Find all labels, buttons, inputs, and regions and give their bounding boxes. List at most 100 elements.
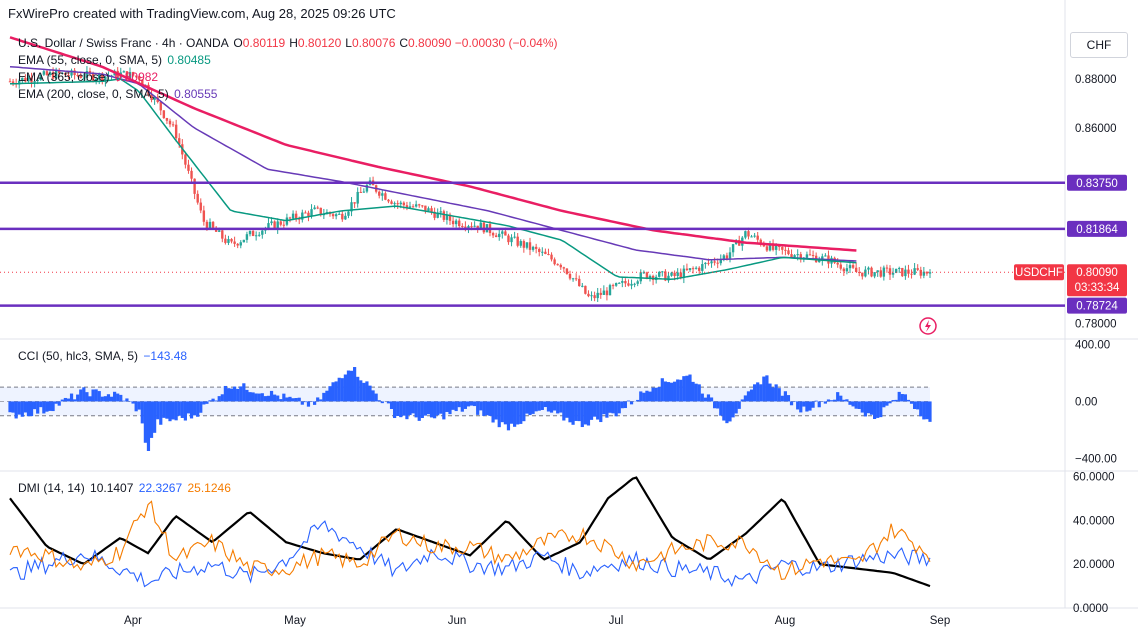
candle-body [762, 244, 766, 247]
level-tag [1067, 174, 1127, 191]
cci-bar [703, 397, 707, 402]
ema365-legend[interactable]: EMA (365, close) 0.80982 [18, 70, 158, 84]
cci-bar [673, 381, 677, 402]
candle-body [347, 211, 350, 216]
candle-body [713, 261, 716, 263]
cci-bar [36, 401, 40, 414]
candle-body [387, 199, 390, 202]
cci-bar [273, 394, 277, 402]
candle-body [611, 285, 615, 287]
candle-body [550, 254, 553, 260]
candle-body [393, 203, 396, 205]
cci-bar [768, 383, 772, 402]
cci-bar [829, 400, 834, 402]
candle-body [85, 71, 89, 78]
symbol-label[interactable]: U.S. Dollar / Swiss Franc · 4h · OANDA [18, 36, 229, 50]
cci-bar [740, 399, 744, 402]
candle-body [402, 202, 406, 206]
candle-body [378, 191, 381, 196]
candle-body [614, 283, 618, 286]
candle-body [608, 285, 612, 296]
candle-body [894, 268, 898, 273]
cci-bar [623, 401, 627, 409]
dmi-tick-label: 0.0000 [1073, 603, 1108, 615]
cci-bar [266, 395, 271, 402]
candle-body [845, 268, 849, 272]
cci-bar [8, 401, 12, 413]
candle-body [547, 254, 550, 256]
ema55-legend[interactable]: EMA (55, close, 0, SMA, 5) 0.80485 [18, 53, 211, 67]
cci-bar [146, 401, 151, 451]
candle-body [141, 79, 144, 86]
candle-body [627, 283, 630, 286]
cci-bar [156, 401, 160, 420]
minus-di-line [9, 500, 931, 581]
cci-bar [688, 374, 692, 402]
candle-body [122, 71, 126, 73]
candle-body [667, 275, 670, 281]
candle-body [190, 170, 193, 179]
cci-legend[interactable]: CCI (50, hlc3, SMA, 5) −143.48 [18, 349, 187, 363]
candle-body [267, 223, 270, 229]
price-tick-label: 0.78000 [1075, 318, 1117, 330]
candle-body [907, 269, 910, 274]
cci-bar [873, 401, 877, 419]
candle-body [525, 242, 529, 248]
candle-body [744, 231, 747, 238]
candle-body [467, 226, 470, 228]
cci-bar [285, 397, 289, 402]
candle-body [338, 213, 341, 215]
cci-tick-label: 400.00 [1075, 339, 1110, 351]
cci-bar [186, 401, 191, 414]
currency-button[interactable]: CHF [1070, 32, 1128, 58]
price-tick-label: 0.86000 [1075, 123, 1117, 135]
cci-bar [116, 393, 120, 402]
cci-bar [602, 401, 606, 415]
cci-bar [223, 385, 227, 402]
cci-bar [402, 401, 406, 416]
candle-body [221, 230, 224, 239]
ema365-line [9, 36, 857, 252]
candle-body [793, 255, 796, 258]
cci-bar [79, 389, 83, 402]
candle-body [359, 191, 362, 193]
cci-bar [491, 401, 495, 423]
cci-bar [469, 401, 474, 406]
cci-bar [211, 398, 215, 402]
cci-bar [916, 401, 920, 410]
cci-bar [639, 391, 643, 402]
candle-body [399, 202, 402, 205]
cci-bar [140, 401, 144, 424]
candle-body [334, 214, 338, 217]
candle-body [919, 269, 922, 276]
cci-bar [377, 400, 381, 402]
candle-body [701, 264, 704, 271]
cci-bar [546, 401, 551, 412]
candle-body [796, 254, 799, 256]
cci-bar [713, 401, 717, 409]
cci-bar [233, 386, 237, 402]
cci-bar [666, 382, 671, 402]
cci-bar [125, 398, 129, 402]
candle-body [562, 267, 566, 269]
candle-body [454, 220, 458, 225]
cci-bar [777, 388, 781, 402]
cci-bar [349, 370, 354, 402]
cci-bar [162, 401, 166, 418]
dmi-legend[interactable]: DMI (14, 14) 10.1407 22.3267 25.1246 [18, 481, 231, 495]
candle-body [685, 268, 689, 271]
candle-body [442, 211, 446, 220]
candle-body [698, 267, 701, 271]
cci-bar [297, 397, 301, 402]
ema200-legend[interactable]: EMA (200, close, 0, SMA, 5) 0.80555 [18, 87, 217, 101]
cci-bar [719, 401, 723, 416]
cci-bar [229, 388, 234, 402]
cci-bar [439, 401, 443, 414]
candle-body [150, 94, 153, 100]
candle-body [642, 272, 646, 274]
candle-body [39, 74, 42, 80]
cci-bar [137, 401, 141, 410]
cci-bar [193, 401, 197, 416]
cci-value: −143.48 [143, 349, 188, 363]
